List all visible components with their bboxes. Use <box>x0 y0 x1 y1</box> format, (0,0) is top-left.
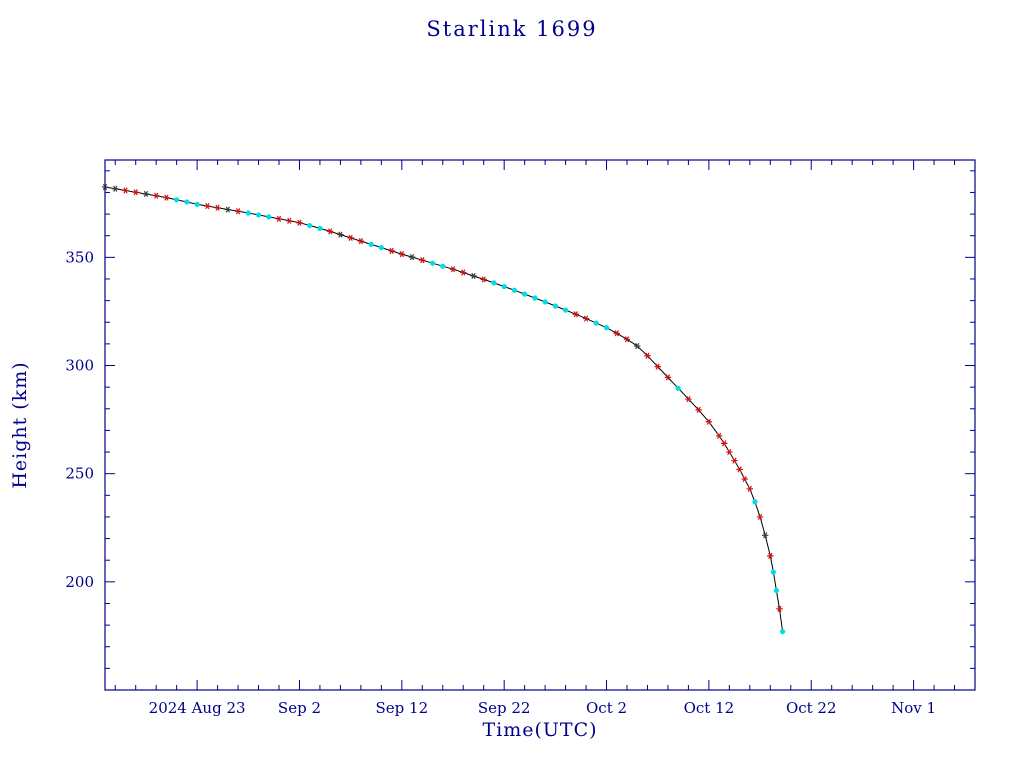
axis-ticks <box>105 160 975 690</box>
data-point-asterisk <box>408 254 416 261</box>
y-tick-label: 300 <box>65 357 94 375</box>
data-point-cyan <box>368 241 374 247</box>
data-point-asterisk <box>112 185 119 192</box>
x-axis-label: Time(UTC) <box>482 719 598 741</box>
data-point-cyan <box>522 291 528 297</box>
data-point-asterisk <box>654 363 661 370</box>
data-point-asterisk <box>142 190 150 198</box>
data-point-asterisk <box>398 251 406 258</box>
data-point-asterisk <box>326 228 334 235</box>
data-point-asterisk <box>721 440 728 447</box>
data-point-asterisk <box>101 183 109 191</box>
data-point-cyan <box>779 628 786 635</box>
data-point-asterisk <box>275 215 283 222</box>
tick-labels: 2024 Aug 23 Sep 2 Sep 12 Sep 22 Oct 2 Oct 12 O… <box>65 248 936 717</box>
data-point-asterisk <box>470 272 477 280</box>
data-point-asterisk <box>613 330 620 337</box>
data-point-cyan <box>378 245 384 251</box>
data-point-asterisk <box>756 513 764 521</box>
data-point-cyan <box>194 201 200 207</box>
y-tick-label: 200 <box>65 573 94 591</box>
x-tick-label: Sep 12 <box>376 699 429 717</box>
data-point-asterisk <box>122 187 129 194</box>
x-tick-label: Oct 12 <box>684 699 735 717</box>
data-point-asterisk <box>623 336 631 343</box>
x-tick-label: Sep 22 <box>478 699 531 717</box>
data-point-asterisk <box>767 552 774 559</box>
data-point-asterisk <box>644 352 651 359</box>
data-point-asterisk <box>234 208 242 215</box>
data-point-asterisk <box>736 466 743 473</box>
data-point-cyan <box>770 569 776 575</box>
data-point-cyan <box>266 214 272 220</box>
plot-frame <box>104 159 976 691</box>
data-point-cyan <box>542 299 548 305</box>
data-point-cyan <box>511 287 518 293</box>
data-point-asterisk <box>572 311 580 318</box>
x-tick-label: Oct 2 <box>586 699 627 717</box>
data-point-asterisk <box>296 219 303 226</box>
data-point-asterisk <box>163 194 170 201</box>
x-tick-label: Sep 2 <box>278 699 321 717</box>
data-point-cyan <box>501 283 507 290</box>
data-point-cyan <box>752 499 758 505</box>
data-point-asterisk <box>347 234 354 241</box>
data-point-cyan <box>532 295 538 301</box>
data-point-asterisk <box>761 532 769 539</box>
series-line <box>104 186 784 632</box>
data-point-asterisk <box>726 448 733 456</box>
data-point-asterisk <box>337 231 344 238</box>
y-axis-label: Height (km) <box>9 361 31 489</box>
y-tick-label: 350 <box>65 248 94 266</box>
data-point-asterisk <box>731 457 738 464</box>
data-point-asterisk <box>460 269 467 276</box>
data-point-asterisk <box>419 257 426 264</box>
data-point-asterisk <box>449 266 457 273</box>
data-point-asterisk <box>664 374 672 381</box>
data-point-cyan <box>317 225 323 231</box>
data-point-cyan <box>675 385 681 391</box>
chart-title: Starlink 1699 <box>426 17 598 41</box>
data-point-cyan <box>440 263 446 269</box>
data-point-asterisk <box>582 315 590 322</box>
data-point-asterisk <box>214 204 221 211</box>
x-tick-label: 2024 Aug 23 <box>149 699 246 717</box>
data-point-asterisk <box>715 432 723 439</box>
data-point-asterisk <box>634 342 641 350</box>
data-point-cyan <box>307 222 313 229</box>
data-point-cyan <box>429 260 436 266</box>
data-point-asterisk <box>357 238 365 245</box>
data-point-asterisk <box>388 247 395 254</box>
data-point-cyan <box>562 307 569 313</box>
data-point-cyan <box>255 212 262 218</box>
data-point-cyan <box>491 280 497 286</box>
x-tick-label: Oct 22 <box>786 699 837 717</box>
data-point-asterisk <box>746 485 754 492</box>
data-point-asterisk <box>132 189 139 196</box>
data-point-cyan <box>773 587 780 594</box>
x-tick-label: Nov 1 <box>891 699 936 717</box>
data-point-cyan <box>184 199 190 205</box>
data-point-cyan <box>174 197 180 203</box>
data-point-asterisk <box>224 206 232 213</box>
data-point-asterisk <box>776 605 783 612</box>
data-point-cyan <box>245 210 251 216</box>
series-markers <box>101 183 786 635</box>
data-point-asterisk <box>685 395 692 403</box>
data-point-asterisk <box>695 406 702 413</box>
data-point-asterisk <box>741 475 748 483</box>
y-tick-label: 250 <box>65 465 94 483</box>
data-point-cyan <box>603 325 610 331</box>
data-point-asterisk <box>480 276 487 283</box>
data-point-asterisk <box>705 418 713 425</box>
data-point-asterisk <box>204 202 211 210</box>
data-point-cyan <box>552 303 558 309</box>
data-point-cyan <box>593 320 599 326</box>
data-point-asterisk <box>152 192 160 199</box>
data-point-asterisk <box>286 217 293 224</box>
